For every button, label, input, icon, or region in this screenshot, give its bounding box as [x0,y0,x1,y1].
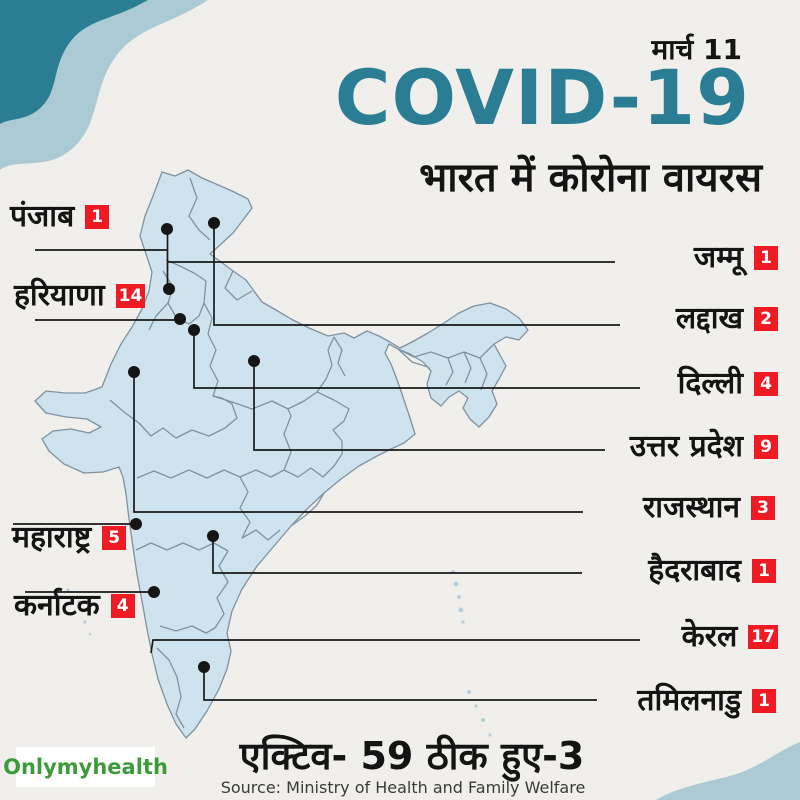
leader-hyderabad [212,536,582,574]
state-label-delhi: दिल्ली 4 [678,369,778,399]
marker-delhi [188,324,200,336]
case-count-badge: 1 [85,205,110,229]
india-outline [34,169,529,739]
marker-jammu [161,223,173,235]
leader-lines [13,223,640,701]
state-label-hyderabad: हैदराबाद 1 [648,556,776,586]
andaman-nicobar-islands [451,570,492,737]
marker-ladakh [208,217,220,229]
brand-wordmark: Onlymyhealth [3,755,168,779]
source-attribution: Source: Ministry of Health and Family We… [220,778,586,797]
marker-hyderabad [207,530,219,542]
state-name: दिल्ली [677,366,743,401]
state-name: राजस्थान [643,490,740,525]
case-count-badge: 14 [115,284,146,308]
case-count-badge: 4 [754,372,778,396]
state-label-punjab: पंजाब 1 [10,199,110,234]
state-name: उत्तर प्रदेश [629,429,743,464]
leader-uttar-pradesh [253,361,605,451]
state-label-haryana: हरियाणा 14 [14,278,146,313]
state-name: लद्दाख [675,301,743,336]
state-label-tamilnadu: तमिलनाडु 1 [637,686,776,716]
state-name: महाराष्ट्र [12,520,92,555]
active-recovered-stats: एक्टिव- 59 ठीक हुए-3 [239,734,585,778]
leader-tamilnadu [203,667,597,701]
case-count-badge: 5 [102,526,127,550]
leader-delhi [193,330,640,389]
marker-rajasthan [128,366,140,378]
state-name: केरल [681,619,738,654]
marker-dots [128,217,260,673]
marker-maharashtra [130,518,142,530]
state-label-rajasthan: राजस्थान 3 [643,493,775,523]
state-name: पंजाब [10,199,75,234]
case-count-badge: 1 [752,689,776,713]
page-subtitle: भारत में कोरोना वायरस [419,155,762,201]
onlymyhealth-logo: Onlymyhealth [3,747,168,787]
state-label-maharashtra: महाराष्ट्र 5 [12,520,127,555]
state-label-kerala: केरल 17 [682,622,778,652]
state-borders [109,177,495,729]
state-name: हरियाणा [14,278,105,313]
leader-kerala [150,639,640,654]
marker-punjab [163,283,175,295]
corner-wave-light-bottom-right [656,742,800,800]
marker-tamilnadu [198,661,210,673]
case-count-badge: 4 [110,594,135,618]
marker-karnataka [148,586,160,598]
state-label-uttar-pradesh: उत्तर प्रदेश 9 [630,432,778,462]
lakshadweep-islands [66,588,92,636]
case-count-badge: 9 [754,435,778,459]
state-name: तमिलनाडु [637,683,741,718]
date-label: मार्च 11 [651,33,743,66]
case-count-badge: 17 [748,625,778,649]
state-name: जम्मू [693,240,743,275]
india-map [34,169,529,739]
state-name: हैदराबाद [648,553,741,588]
case-count-badge: 1 [752,559,776,583]
marker-uttar-pradesh [248,355,260,367]
state-name: कर्नाटक [14,588,100,623]
page-title: COVID-19 [334,53,750,142]
corner-wave-teal-top-left [0,0,148,124]
case-count-badge: 3 [751,496,775,520]
case-count-badge: 2 [754,307,778,331]
leader-ladakh [213,223,620,326]
case-count-badge: 1 [754,246,778,270]
state-label-karnataka: कर्नाटक 4 [14,591,135,621]
state-label-jammu: जम्मू 1 [694,243,778,273]
state-label-ladakh: लद्दाख 2 [676,304,778,334]
leader-rajasthan [133,372,583,513]
marker-haryana [174,313,186,325]
